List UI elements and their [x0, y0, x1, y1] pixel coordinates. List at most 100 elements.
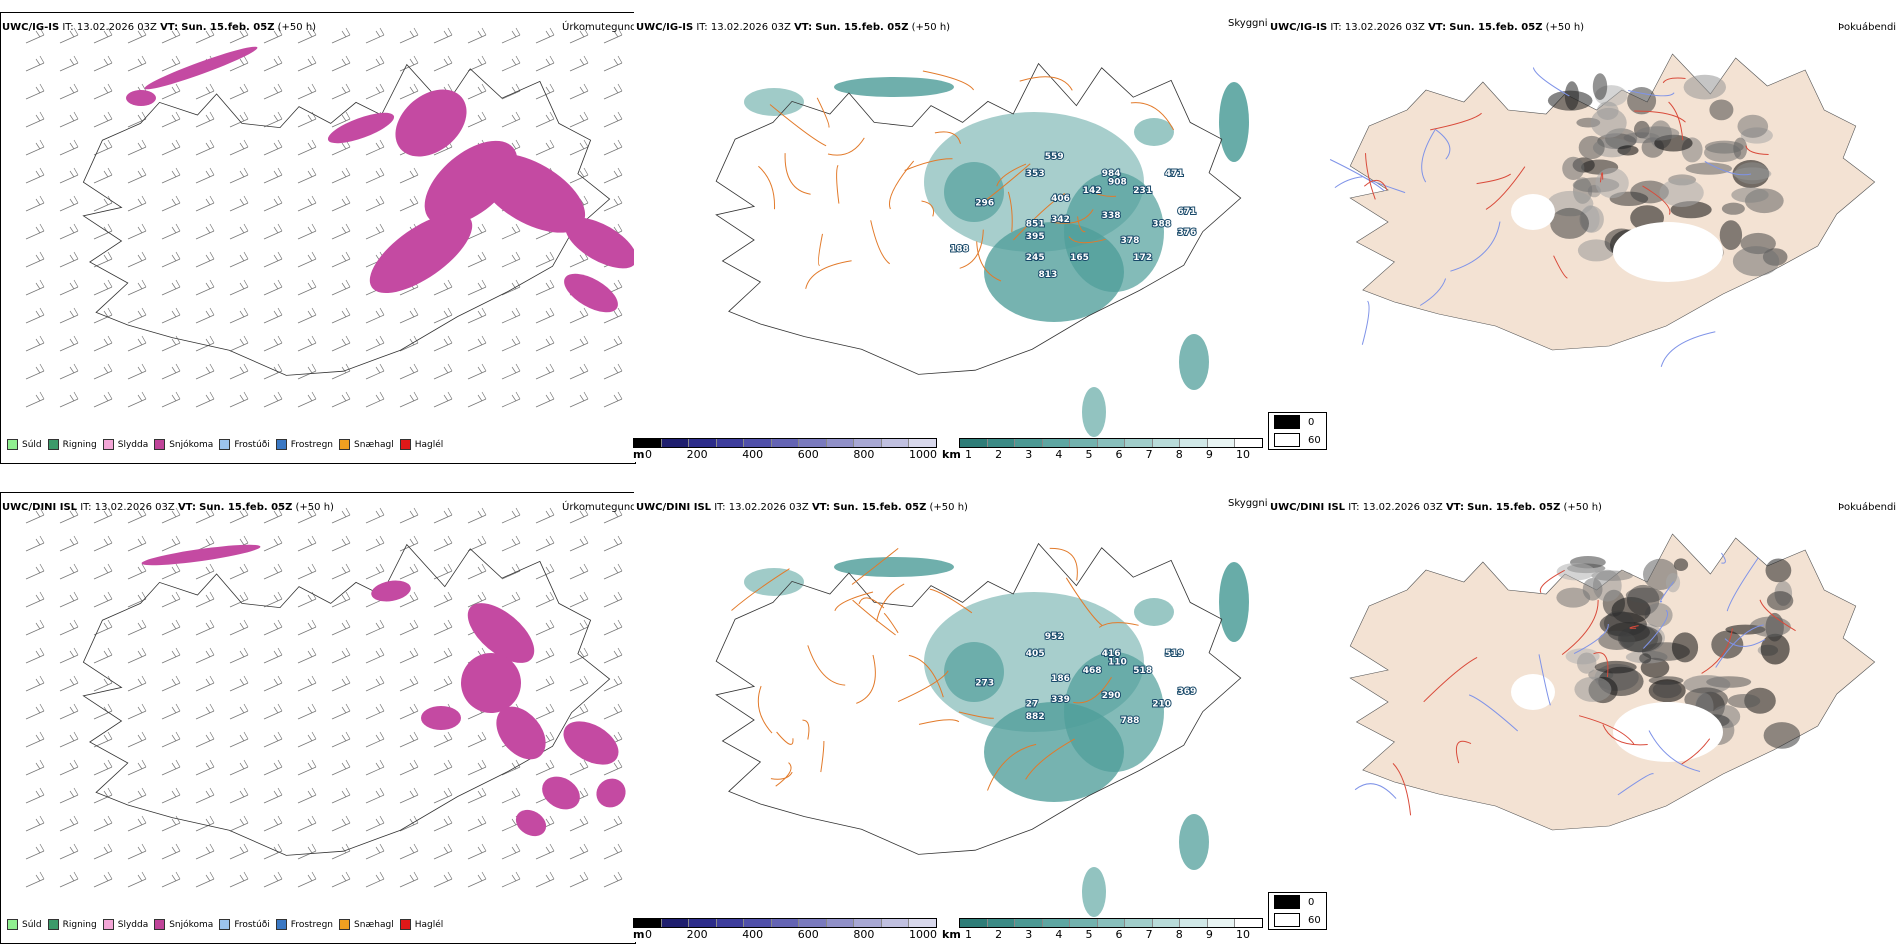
legend-swatch	[219, 439, 231, 450]
height-tick: 200	[686, 928, 708, 941]
summit-label: 468	[1083, 666, 1102, 676]
wind-barbs	[25, 27, 623, 408]
legend-swatch	[219, 919, 231, 930]
legend-swatch	[399, 919, 411, 930]
summit-label: 813	[1039, 270, 1058, 280]
panel-title-cloud-row1: Skyggni	[1228, 18, 1268, 29]
precip-map-row2	[25, 507, 626, 888]
vis-tick: 4	[1055, 928, 1063, 941]
vis-tick: 6	[1115, 448, 1123, 461]
legend-label: Haglél	[414, 919, 444, 930]
summit-label: 471	[1165, 169, 1184, 179]
legend-swatch	[275, 439, 287, 450]
summit-label: 339	[1051, 695, 1070, 705]
legend-swatch	[102, 919, 114, 930]
summit-label: 342	[1051, 215, 1070, 225]
fog-panel-row2	[1268, 492, 1900, 892]
panel-title-fog-row1: Þokuábendi	[1838, 22, 1897, 33]
vis-tick: 6	[1115, 928, 1123, 941]
summit-label: 231	[1133, 186, 1152, 196]
vis-unit-row2: km	[942, 928, 961, 941]
legend-label: Rigning	[62, 439, 97, 450]
legend-label: Frostúði	[234, 919, 270, 930]
summit-label: 388	[1152, 219, 1171, 229]
summit-label: 245	[1026, 253, 1045, 263]
header-row1-fog: UWC/IG-IS IT: 13.02.2026 03Z VT: Sun. 15…	[1270, 22, 1585, 33]
vis-tick: 2	[995, 448, 1003, 461]
vis-tick: 5	[1085, 448, 1093, 461]
height-tick: 1000	[908, 448, 937, 461]
iceland-outline	[82, 543, 611, 856]
legend-swatch	[275, 919, 287, 930]
iceland-outline	[82, 63, 611, 376]
summit-label: 376	[1178, 228, 1197, 238]
summit-label: 110	[1108, 657, 1127, 667]
legend-label: Slydda	[117, 439, 149, 450]
legend-swatch	[339, 919, 351, 930]
fog-map-row2	[1349, 533, 1876, 831]
cloud-areas	[744, 557, 1249, 917]
vis-tick: 7	[1145, 928, 1153, 941]
vis-tick: 1	[965, 928, 972, 941]
fog-map-row1	[1329, 53, 1876, 367]
summit-label: 882	[1026, 712, 1045, 722]
height-colorbar-row1	[633, 438, 937, 448]
fog-panel-row1	[1268, 12, 1900, 412]
summit-label: 296	[975, 198, 994, 208]
height-tick: 400	[742, 928, 764, 941]
roads	[758, 70, 1175, 289]
snow-areas	[141, 544, 626, 837]
legend-label: Snjókoma	[169, 919, 214, 930]
legend-label: Súld	[22, 439, 42, 450]
legend-label: Súld	[22, 919, 42, 930]
summit-label: 188	[950, 245, 969, 255]
summit-label: 984	[1102, 169, 1121, 179]
height-tick: 0	[645, 928, 652, 941]
summit-label: 273	[975, 678, 994, 688]
precip-legend: Súld Rigning Slydda Snjókoma Frostúði Frostre…	[1, 919, 443, 930]
vis-tick: 3	[1025, 928, 1033, 941]
roads-red	[1363, 77, 1769, 279]
vis-tick: 8	[1175, 448, 1183, 461]
fog-legend-row1: 0 60	[1268, 412, 1327, 450]
precip-type-panel-row2: Súld Rigning Slydda Snjókoma Frostúði Frostre…	[0, 492, 636, 944]
vis-tick: 10	[1235, 928, 1250, 941]
legend-swatch	[7, 919, 18, 930]
legend-label: Snæhagl	[354, 439, 394, 450]
legend-label: Slydda	[117, 919, 149, 930]
legend-label: Frostregn	[290, 919, 334, 930]
height-unit-row2: m	[633, 928, 645, 941]
height-ticks-row2: 0 200 400 600 800 1000	[645, 928, 937, 941]
rivers	[1329, 67, 1752, 367]
roads	[731, 547, 1139, 791]
legend-swatch	[47, 919, 59, 930]
height-tick: 600	[797, 928, 819, 941]
summit-label: 27	[1026, 699, 1039, 709]
height-colorbar-row2	[633, 918, 937, 928]
roads-red	[1392, 569, 1796, 816]
summit-label: 405	[1026, 649, 1045, 659]
cloud-panel-row2: 952 405 416 519 110 518 186 468 273 290 27 339 369 21…	[634, 492, 1266, 942]
height-tick: 1000	[908, 928, 937, 941]
vis-tick: 10	[1235, 448, 1250, 461]
legend-label: Snæhagl	[354, 919, 394, 930]
rivers	[1354, 552, 1766, 799]
legend-swatch	[339, 439, 351, 450]
vis-tick: 4	[1055, 448, 1063, 461]
legend-label: Rigning	[62, 919, 97, 930]
summit-label: 518	[1133, 666, 1152, 676]
summit-label: 186	[1051, 674, 1070, 684]
legend-swatch	[154, 919, 166, 930]
legend-swatch	[7, 439, 18, 450]
vis-ticks-row1: 1 2 3 4 5 6 7 8 9 10	[965, 448, 1250, 461]
height-tick: 800	[853, 448, 875, 461]
legend-label: Snjókoma	[169, 439, 214, 450]
summit-label: 559	[1045, 152, 1064, 162]
precip-legend: Súld Rigning Slydda Snjókoma Frostúði Frostre…	[1, 439, 443, 450]
vis-ticks-row2: 1 2 3 4 5 6 7 8 9 10	[965, 928, 1250, 941]
vis-tick: 7	[1145, 448, 1153, 461]
